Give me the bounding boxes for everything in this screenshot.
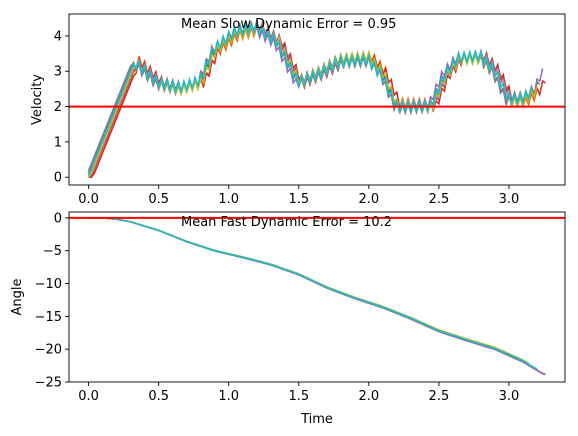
xtick: 1.0: [218, 382, 239, 404]
xtick-label: 3.0: [499, 389, 520, 404]
velocity-series-2: [88, 24, 538, 178]
angle-series-5: [88, 217, 546, 376]
velocity-series-5: [87, 22, 544, 171]
ytick: 0: [54, 171, 69, 186]
velocity-yticks: 0 1 2 3 4: [54, 29, 69, 186]
angle-series-2: [88, 217, 529, 364]
velocity-series-3: [87, 21, 541, 175]
angle-series-7: [88, 217, 529, 365]
ytick-label: −20: [35, 343, 62, 358]
angle-series-3: [88, 217, 529, 365]
angle-series-group: [88, 217, 546, 376]
velocity-ylabel: Velocity: [30, 74, 45, 125]
angle-xticks: 0.0 0.5 1.0 1.5 2.0 2.5 3.0: [78, 382, 519, 404]
velocity-xticks: 0.0 0.5 1.0 1.5 2.0 2.5 3.0: [78, 185, 519, 207]
angle-ylabel: Angle: [10, 279, 25, 316]
ytick: −10: [35, 277, 69, 292]
angle-yticks: 0 −5 −10 −15 −20 −25: [35, 211, 69, 391]
ytick: −20: [35, 343, 69, 358]
ytick: −25: [35, 376, 69, 391]
xtick-label: 0.5: [148, 192, 169, 207]
ytick-label: −25: [35, 376, 62, 391]
xtick: 3.0: [499, 185, 520, 207]
xtick: 0.0: [78, 185, 99, 207]
xtick-label: 1.0: [218, 192, 239, 207]
ytick-label: −15: [35, 310, 62, 325]
velocity-axes: 0.0 0.5 1.0 1.5 2.0 2.5 3.0 0 1 2 3 4 Velocity Mea…: [30, 13, 566, 207]
ytick: 0: [54, 211, 69, 226]
xtick-label: 2.0: [358, 192, 379, 207]
velocity-axes-frame: [68, 13, 566, 186]
ytick-label: 2: [54, 100, 62, 115]
xtick: 1.0: [218, 185, 239, 207]
xtick: 0.5: [148, 185, 169, 207]
xtick: 0.5: [148, 382, 169, 404]
ytick-label: 3: [54, 65, 62, 80]
angle-axes-frame: [68, 211, 566, 383]
ytick: −5: [43, 244, 69, 259]
xtick: 2.5: [429, 382, 450, 404]
velocity-series-6: [88, 18, 530, 178]
xtick-label: 2.0: [358, 389, 379, 404]
ytick: 3: [54, 65, 69, 80]
angle-series-10: [88, 217, 538, 370]
velocity-error-annotation: Mean Slow Dynamic Error = 0.95: [181, 17, 396, 32]
xtick-label: 0.0: [78, 389, 99, 404]
xtick: 2.0: [358, 382, 379, 404]
xtick-label: 1.5: [288, 192, 309, 207]
angle-series-1: [88, 217, 529, 365]
xtick-label: 3.0: [499, 192, 520, 207]
xtick: 2.0: [358, 185, 379, 207]
xtick-label: 0.5: [148, 389, 169, 404]
angle-series-8: [88, 217, 538, 371]
velocity-series-9: [87, 20, 538, 178]
xtick: 1.5: [288, 185, 309, 207]
ytick-label: −5: [43, 244, 62, 259]
xtick-label: 1.5: [288, 389, 309, 404]
angle-series-6: [88, 217, 529, 365]
ytick-label: 4: [54, 29, 62, 44]
velocity-series-1: [87, 19, 533, 178]
velocity-series-group: [87, 18, 546, 178]
xtick-label: 2.5: [429, 192, 450, 207]
angle-error-annotation: Mean Fast Dynamic Error = 10.2: [181, 215, 392, 230]
xtick-label: 1.0: [218, 389, 239, 404]
ytick-label: 0: [54, 211, 62, 226]
ytick-label: 0: [54, 171, 62, 186]
angle-series-4: [88, 217, 546, 375]
xtick-label: 0.0: [78, 192, 99, 207]
xtick: 0.0: [78, 382, 99, 404]
angle-axes: 0.0 0.5 1.0 1.5 2.0 2.5 3.0 0 −5 −10 −15 −20 −25 An…: [10, 211, 566, 427]
ytick-label: −10: [35, 277, 62, 292]
velocity-series-10: [87, 20, 533, 176]
velocity-series-7: [88, 20, 535, 178]
ytick: 2: [54, 100, 69, 115]
velocity-series-8: [87, 20, 535, 173]
angle-xlabel: Time: [300, 412, 333, 427]
velocity-series-4: [88, 21, 546, 178]
xtick: 1.5: [288, 382, 309, 404]
ytick: 1: [54, 135, 69, 150]
ytick: 4: [54, 29, 69, 44]
ytick: −15: [35, 310, 69, 325]
xtick: 3.0: [499, 382, 520, 404]
xtick: 2.5: [429, 185, 450, 207]
angle-series-9: [88, 217, 529, 365]
xtick-label: 2.5: [429, 389, 450, 404]
ytick-label: 1: [54, 135, 62, 150]
